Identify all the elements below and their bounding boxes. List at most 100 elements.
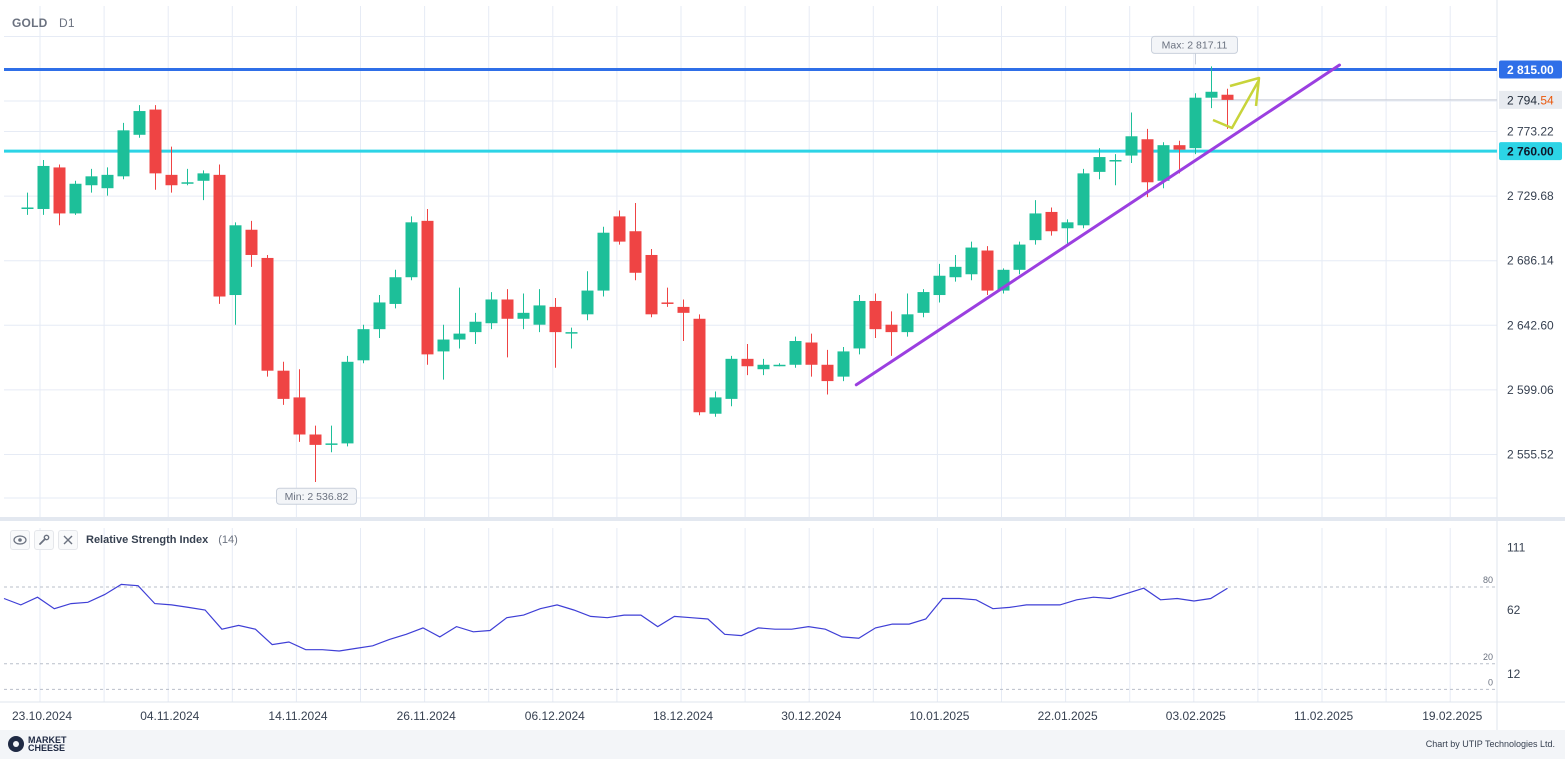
candle-body-up bbox=[933, 275, 946, 296]
time-tick-label: 10.01.2025 bbox=[909, 709, 969, 723]
time-tick-label: 18.12.2024 bbox=[653, 709, 713, 723]
current-price-label: 2 794.54 bbox=[1507, 93, 1554, 107]
candle-body-down bbox=[741, 358, 754, 367]
price-tick-label: 2 555.52 bbox=[1507, 448, 1554, 462]
candle-body-up bbox=[1125, 136, 1138, 156]
time-tick-label: 22.01.2025 bbox=[1038, 709, 1098, 723]
candle-body-up bbox=[853, 300, 866, 349]
resistance-price-label: 2 815.00 bbox=[1507, 63, 1554, 77]
candle-body-up bbox=[1157, 145, 1170, 181]
time-tick-label: 03.02.2025 bbox=[1166, 709, 1226, 723]
time-tick-label: 23.10.2024 bbox=[12, 709, 72, 723]
candle-body-down bbox=[629, 231, 642, 273]
settings-wrench-icon[interactable] bbox=[34, 530, 54, 550]
price-tick-label: 2 729.68 bbox=[1507, 189, 1554, 203]
candle-body-down bbox=[261, 257, 274, 371]
candle-body-down bbox=[613, 216, 626, 242]
candle-body-up bbox=[469, 321, 482, 333]
rsi-level-label: 20 bbox=[1483, 652, 1493, 662]
logo-text: MARKET CHEESE bbox=[28, 735, 67, 753]
timeframe-label: D1 bbox=[59, 16, 75, 30]
candle-body-down bbox=[1045, 211, 1058, 232]
candle-body-up bbox=[85, 176, 98, 186]
candle-body-down bbox=[309, 434, 322, 445]
candle-body-up bbox=[709, 397, 722, 414]
candle-body-down bbox=[277, 370, 290, 399]
chart-credit: Chart by UTIP Technologies Ltd. bbox=[1425, 739, 1555, 749]
close-icon[interactable] bbox=[58, 530, 78, 550]
arrow-icon bbox=[1212, 79, 1261, 130]
price-tick-label: 2 686.14 bbox=[1507, 254, 1554, 268]
current-price-main: 2 794. bbox=[1507, 93, 1540, 107]
candle-body-up bbox=[229, 225, 242, 296]
footer-bar: MARKET CHEESE Chart by UTIP Technologies… bbox=[0, 730, 1565, 759]
candle-body-up bbox=[325, 443, 338, 445]
candle-body-down bbox=[1221, 94, 1234, 100]
candle-body-down bbox=[645, 254, 658, 315]
rsi-tick-label: 12 bbox=[1507, 667, 1521, 681]
candle-body-up bbox=[965, 247, 978, 275]
candle-body-up bbox=[837, 351, 850, 377]
candle-body-down bbox=[245, 229, 258, 255]
candle-body-down bbox=[981, 250, 994, 291]
rsi-indicator-param: (14) bbox=[218, 534, 238, 546]
candle-body-up bbox=[533, 305, 546, 325]
candle-body-down bbox=[149, 109, 162, 174]
candle-body-up bbox=[1077, 173, 1090, 226]
time-tick-label: 30.12.2024 bbox=[781, 709, 841, 723]
price-tick-label: 2 599.06 bbox=[1507, 383, 1554, 397]
candle-body-up bbox=[181, 182, 194, 184]
max-label: Max: 2 817.11 bbox=[1162, 39, 1228, 51]
candle-body-down bbox=[421, 220, 434, 355]
candle-body-down bbox=[1173, 145, 1186, 150]
candle-body-up bbox=[117, 130, 130, 177]
min-label: Min: 2 536.82 bbox=[285, 491, 349, 503]
chart-header: GOLD D1 bbox=[12, 16, 83, 30]
min-label-box bbox=[276, 487, 357, 505]
rsi-tick-label: 111 bbox=[1507, 540, 1526, 554]
candlestick-series bbox=[21, 66, 1234, 482]
market-cheese-logo: MARKET CHEESE bbox=[8, 735, 80, 753]
candle-body-up bbox=[101, 174, 114, 189]
current-price-accent: 54 bbox=[1540, 93, 1554, 107]
candle-body-down bbox=[501, 299, 514, 319]
max-label-box bbox=[1151, 35, 1238, 54]
time-tick-label: 04.11.2024 bbox=[140, 709, 199, 723]
candle-body-down bbox=[821, 364, 834, 382]
candle-body-down bbox=[661, 302, 674, 304]
price-labels: 2 815.00 2 794.54 2 760.00 bbox=[1499, 60, 1562, 161]
candle-body-down bbox=[677, 306, 690, 313]
candle-body-up bbox=[341, 361, 354, 444]
time-axis: 23.10.2024 04.11.2024 14.11.2024 26.11.2024… bbox=[12, 709, 1483, 723]
candle-body-up bbox=[21, 207, 34, 209]
candle-body-down bbox=[53, 167, 66, 214]
price-tick-label: 2 642.60 bbox=[1507, 318, 1554, 332]
candle-body-up bbox=[1189, 97, 1202, 149]
candle-body-up bbox=[565, 332, 578, 334]
symbol-label: GOLD bbox=[12, 16, 48, 30]
candle-body-down bbox=[165, 174, 178, 186]
candle-body-down bbox=[693, 318, 706, 413]
candle-body-up bbox=[37, 165, 50, 209]
candle-body-up bbox=[357, 329, 370, 361]
support-price-label: 2 760.00 bbox=[1507, 145, 1554, 159]
candle-body-up bbox=[437, 339, 450, 352]
candle-body-up bbox=[1013, 244, 1026, 270]
candle-body-up bbox=[133, 111, 146, 135]
resistance-price-badge bbox=[1499, 60, 1562, 79]
time-tick-label: 19.02.2025 bbox=[1422, 709, 1482, 723]
candle-body-up bbox=[1109, 160, 1122, 162]
candle-body-up bbox=[773, 364, 786, 367]
panel-divider bbox=[0, 517, 1565, 521]
candle-body-down bbox=[293, 397, 306, 435]
candle-body-up bbox=[373, 302, 386, 330]
price-tick-label: 2 773.22 bbox=[1507, 125, 1554, 139]
visibility-eye-icon[interactable] bbox=[10, 530, 30, 550]
rsi-line bbox=[3, 583, 1228, 652]
candle-body-up bbox=[485, 299, 498, 324]
candle-body-up bbox=[197, 173, 210, 181]
candle-body-up bbox=[1029, 213, 1042, 241]
candle-body-up bbox=[581, 290, 594, 315]
candle-body-up bbox=[901, 314, 914, 333]
